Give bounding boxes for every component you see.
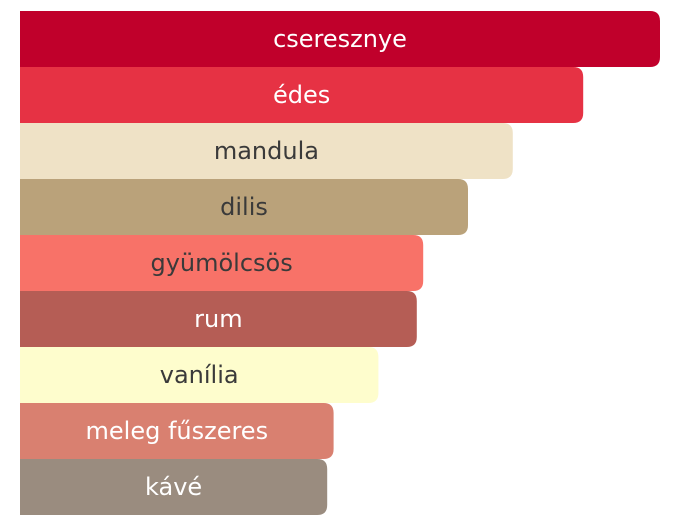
- bar-label: kávé: [145, 473, 202, 501]
- bar-label: gyümölcsös: [150, 249, 292, 277]
- bar-label: édes: [273, 81, 330, 109]
- bar: [20, 179, 468, 235]
- bar: [20, 123, 513, 179]
- bar-label: mandula: [214, 137, 319, 165]
- bar: [20, 291, 417, 347]
- bar-label: vanília: [160, 361, 239, 389]
- bar: [20, 459, 328, 515]
- bar: [20, 403, 334, 459]
- bar: [20, 347, 379, 403]
- bar-label: cseresznye: [273, 25, 407, 53]
- bar: [20, 11, 660, 67]
- bar-label: rum: [194, 305, 242, 333]
- bar: [20, 235, 424, 291]
- bar-label: dilis: [220, 193, 268, 221]
- bar-label: meleg fűszeres: [86, 417, 269, 445]
- bar: [20, 67, 584, 123]
